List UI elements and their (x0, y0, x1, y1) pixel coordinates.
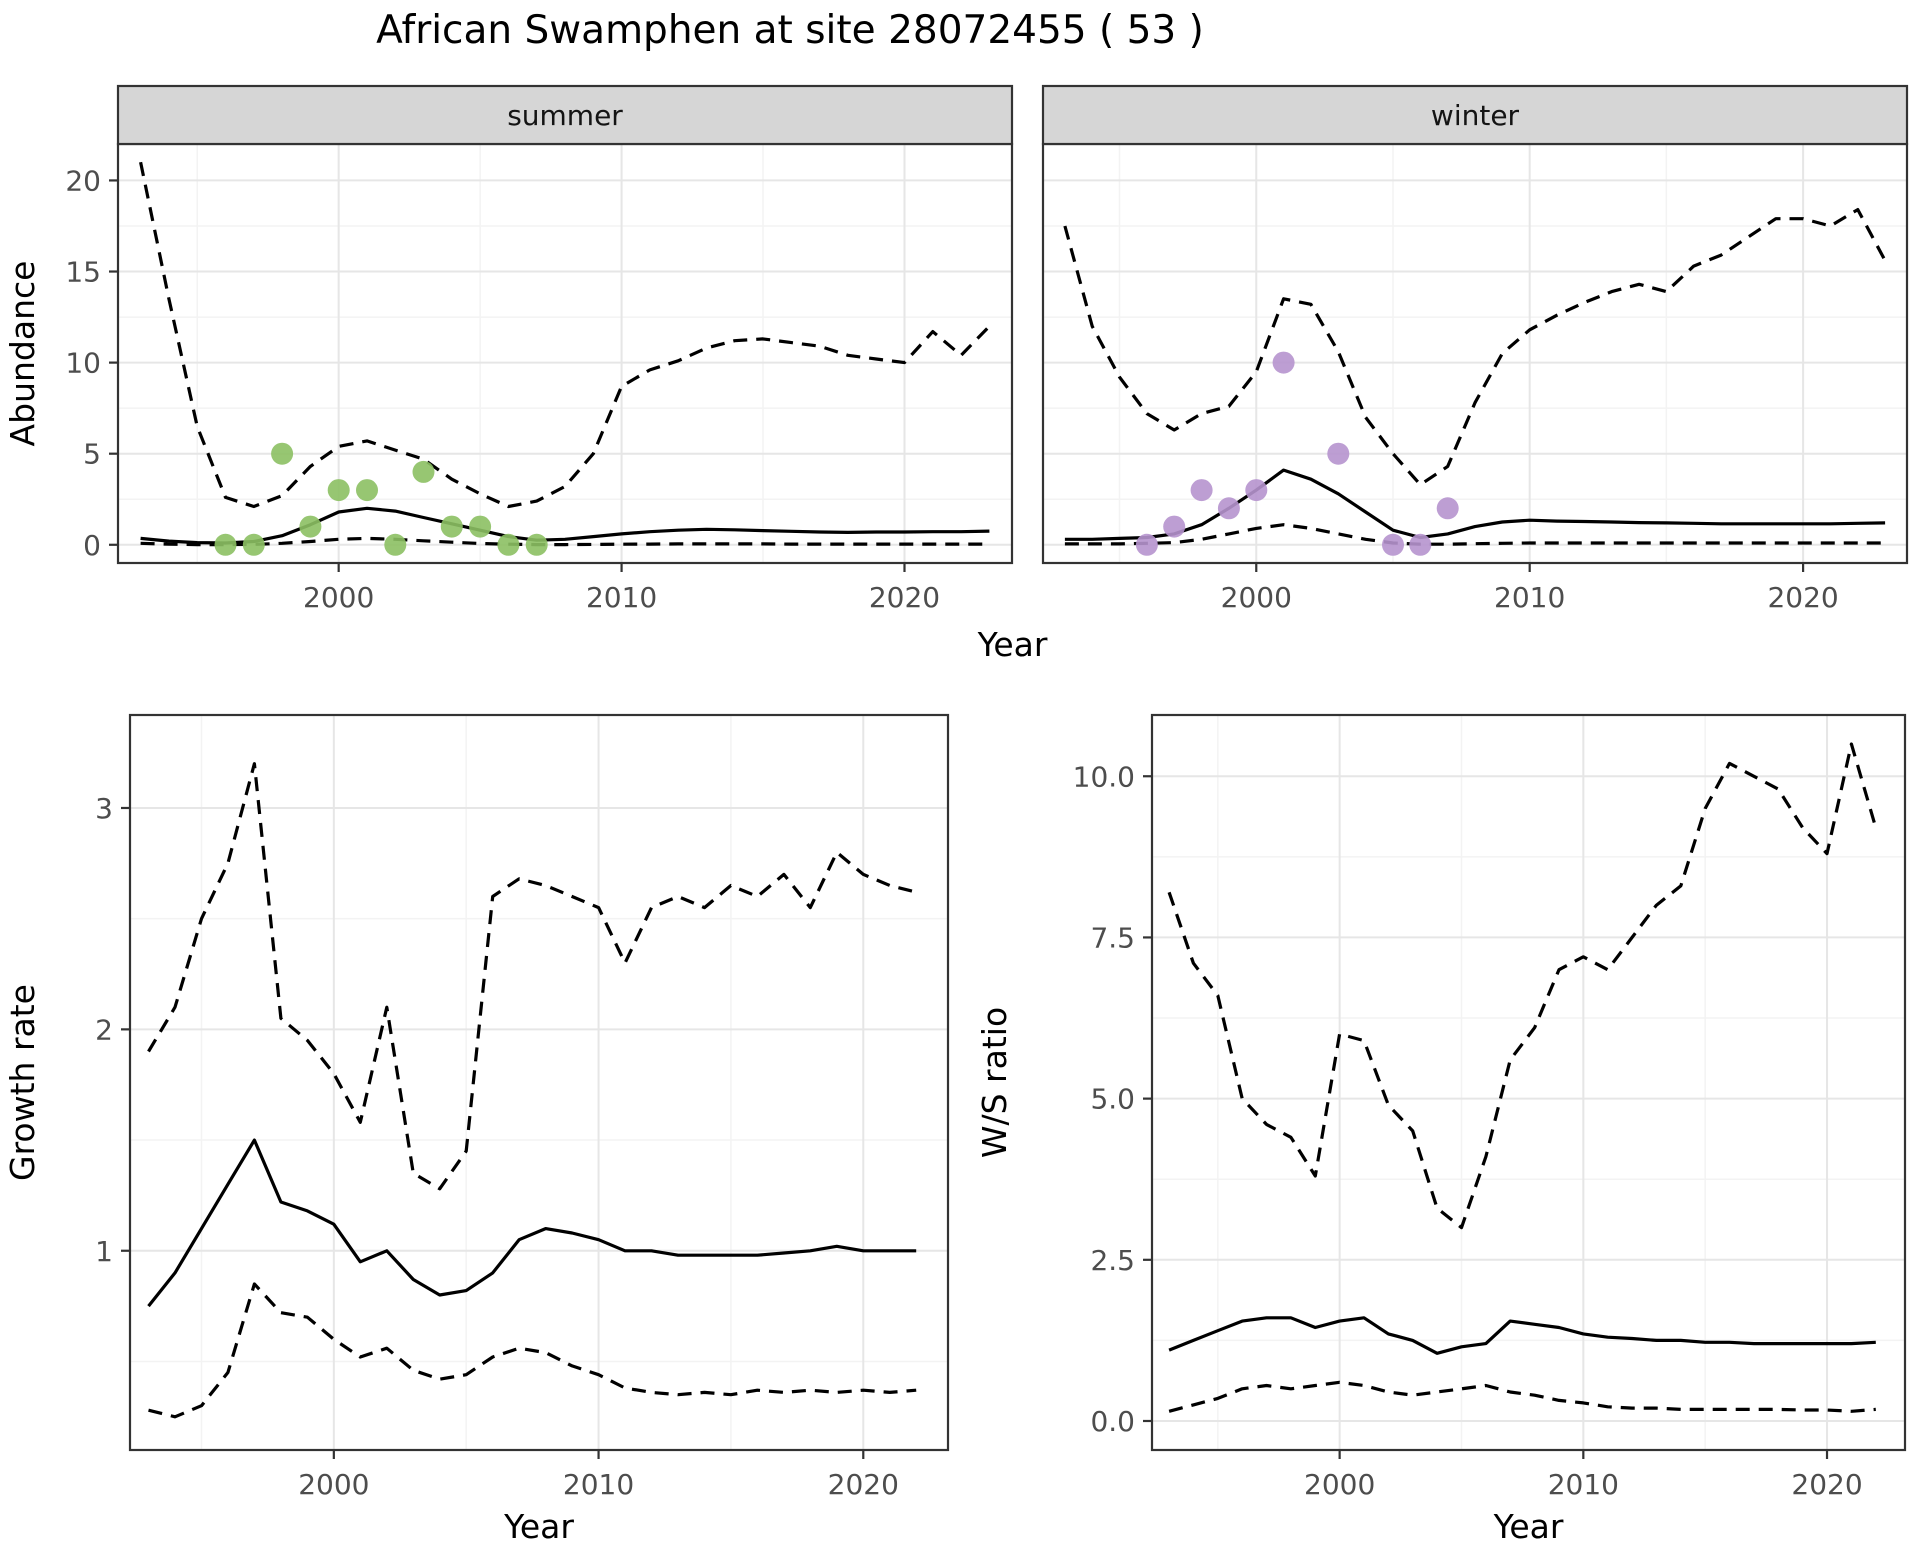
y-tick-label: 2 (95, 1013, 113, 1046)
facet-strip-label: summer (507, 99, 623, 132)
series-upper-ci (147, 762, 917, 1191)
x-axis-title: Year (1493, 1507, 1564, 1546)
series-upper-ci (1167, 742, 1878, 1230)
x-tick-label: 2010 (563, 1468, 634, 1501)
growth-rate-chart: 2000 2010 2020 1 2 3 Year Growth rate (3, 713, 950, 1546)
facet-strip-label: winter (1431, 99, 1520, 132)
observation-point (327, 479, 350, 502)
y-axis-title: W/S ratio (975, 1007, 1014, 1158)
observation-point (1436, 497, 1459, 520)
observation-point (271, 442, 294, 465)
observation-point (1272, 351, 1295, 374)
x-tick-label: 2020 (1791, 1468, 1862, 1501)
panel-background (130, 715, 948, 1450)
x-tick-label: 2010 (1548, 1468, 1619, 1501)
series-estimate (1064, 468, 1886, 541)
observation-point (1217, 497, 1240, 520)
series-upper-ci (1063, 208, 1887, 487)
observation-point (412, 460, 435, 483)
y-axis-title: Growth rate (3, 984, 42, 1181)
panel-background (118, 144, 1012, 563)
x-tick-label: 2000 (1304, 1468, 1375, 1501)
panel-summer: summer 2000 2010 2020 0 5 10 15 20 (65, 84, 1014, 614)
observation-point (1382, 533, 1404, 556)
panel-border (1150, 713, 1907, 1452)
observation-point (1409, 533, 1432, 556)
y-tick-label: 20 (65, 164, 101, 197)
observation-point (356, 479, 378, 502)
observation-point (384, 533, 407, 556)
observation-point (497, 533, 520, 556)
x-tick-label: 2020 (869, 581, 940, 614)
x-tick-label: 2010 (1494, 581, 1565, 614)
panel-background (1152, 715, 1905, 1450)
series-lower-ci (148, 1282, 917, 1419)
observation-point (242, 533, 265, 556)
series-lower-ci (140, 536, 990, 547)
observation-point (1327, 442, 1350, 465)
y-tick-label: 10 (65, 347, 101, 380)
x-tick-label: 2020 (1767, 581, 1838, 614)
y-tick-label: 2.5 (1090, 1244, 1135, 1277)
x-tick-label: 2000 (303, 581, 374, 614)
y-tick-label: 5.0 (1090, 1083, 1135, 1116)
series-estimate (140, 506, 990, 545)
x-axis-title: Year (977, 625, 1048, 664)
panel-winter: winter 2000 2010 2020 (1041, 84, 1909, 614)
observation-point (1190, 479, 1213, 502)
facet-strip (1041, 84, 1909, 146)
x-tick-label: 2020 (828, 1468, 899, 1501)
figure-title: African Swamphen at site 28072455 ( 53 ) (376, 8, 1204, 53)
panel-ws-ratio: 2000 2010 2020 0.0 2.5 5.0 7.5 10.0 (1073, 713, 1907, 1501)
observation-point (525, 533, 548, 556)
y-tick-label: 0 (83, 529, 101, 562)
observation-point (1135, 533, 1158, 556)
x-tick-label: 2000 (1221, 581, 1292, 614)
y-tick-label: 15 (65, 256, 101, 289)
x-tick-label: 2000 (298, 1468, 369, 1501)
observation-point (469, 515, 492, 538)
observation-point (214, 533, 237, 556)
series-upper-ci (139, 161, 991, 509)
y-tick-label: 0.0 (1090, 1405, 1135, 1438)
x-tick-label: 2010 (586, 581, 657, 614)
x-axis-title: Year (503, 1507, 574, 1546)
y-tick-label: 5 (83, 438, 101, 471)
series-estimate (1168, 1316, 1876, 1355)
y-axis-title: Abundance (3, 261, 42, 447)
facet-strip (116, 84, 1014, 146)
observation-point (299, 515, 322, 538)
y-tick-label: 10.0 (1073, 760, 1135, 793)
panel-growth-rate: 2000 2010 2020 1 2 3 (95, 713, 950, 1501)
observation-point (1163, 515, 1186, 538)
ws-ratio-chart: 2000 2010 2020 0.0 2.5 5.0 7.5 10.0 Year W/S rati… (975, 713, 1907, 1546)
y-tick-label: 7.5 (1090, 921, 1135, 954)
series-lower-ci (1168, 1380, 1876, 1413)
y-tick-label: 3 (95, 792, 113, 825)
panel-border (128, 713, 950, 1452)
series-estimate (147, 1138, 917, 1308)
abundance-chart: summer 2000 2010 2020 0 5 10 15 20 winter 2000 2010… (3, 84, 1909, 664)
y-tick-label: 1 (95, 1235, 113, 1268)
panel-background (1043, 144, 1907, 563)
observation-point (1245, 479, 1268, 502)
observation-point (440, 515, 463, 538)
